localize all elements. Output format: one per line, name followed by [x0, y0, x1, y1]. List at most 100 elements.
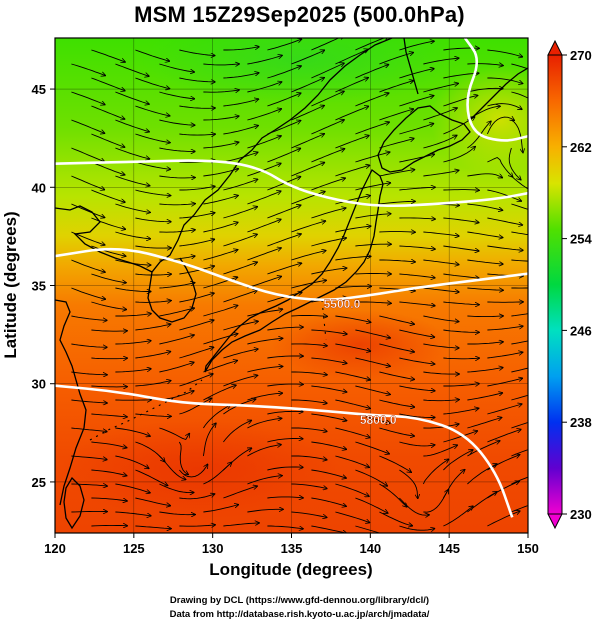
streamline-103: [467, 173, 502, 178]
streamline-117: [159, 204, 195, 205]
streamline-43: [135, 105, 170, 116]
streamline-267: [291, 399, 327, 403]
streamline-292: [467, 417, 501, 429]
streamline-261: [487, 378, 522, 387]
streamline-122: [379, 201, 415, 205]
streamline-141: [291, 221, 325, 233]
streamline-248: [379, 371, 414, 379]
streamline-10: [71, 63, 105, 76]
streamline-270: [423, 400, 459, 401]
streamline-282: [487, 404, 522, 415]
streamline-196: [399, 301, 435, 306]
streamline-39: [423, 83, 458, 93]
streamline-212: [179, 320, 214, 331]
streamline-130: [267, 205, 301, 219]
streamline-24: [223, 73, 259, 79]
streamline-321: [355, 469, 387, 486]
streamline-151: [267, 234, 301, 247]
streamline-235: [267, 356, 303, 358]
streamline-357: [91, 525, 127, 526]
streamline-252: [91, 386, 127, 387]
streamline-215: [311, 329, 347, 334]
streamline-309: [291, 455, 327, 460]
streamline-16: [335, 49, 368, 65]
streamline-14: [247, 55, 282, 65]
streamline-68: [311, 120, 344, 135]
streamline-44: [179, 106, 215, 108]
streamline-241: [71, 371, 107, 375]
streamline-214: [267, 327, 303, 331]
streamline-5: [311, 38, 344, 51]
streamline-90: [355, 152, 390, 163]
colorbar-tick-label: 238: [570, 415, 592, 430]
coastlines: [55, 38, 528, 530]
streamline-148: [135, 246, 171, 248]
streamline-137: [115, 231, 150, 239]
streamline-74: [115, 147, 149, 159]
streamline-200: [115, 314, 151, 316]
height-contours: 5500.0 5800.0: [55, 38, 528, 518]
streamline-354: [423, 490, 448, 513]
streamline-242: [115, 369, 151, 373]
streamline-287: [247, 418, 282, 429]
streamlines: [71, 38, 528, 533]
streamline-249: [423, 372, 459, 374]
streamline-36: [291, 78, 324, 93]
streamline-353: [379, 511, 412, 526]
streamline-18: [423, 58, 459, 65]
streamline-142: [335, 226, 371, 233]
streamline-201: [159, 308, 194, 317]
streamline-27: [355, 65, 388, 79]
colorbar-gradient: [547, 54, 563, 515]
streamline-346: [71, 511, 107, 512]
streamline-72: [486, 117, 514, 135]
height-contour-1: [55, 247, 528, 302]
streamline-56: [247, 109, 281, 121]
streamline-53: [115, 119, 149, 132]
streamline-333: [422, 459, 448, 485]
streamline-308: [247, 445, 281, 457]
streamline-112: [399, 187, 435, 191]
streamline-208: [467, 316, 503, 317]
streamline-46: [267, 93, 301, 107]
streamline-255: [223, 375, 257, 387]
streamline-3: [223, 47, 259, 51]
streamline-338: [179, 494, 214, 500]
coast-korea: [147, 257, 197, 323]
streamline-227: [379, 343, 414, 352]
streamline-153: [355, 244, 391, 246]
streamline-121: [335, 196, 370, 205]
streamline-350: [247, 509, 283, 513]
streamline-275: [179, 398, 211, 415]
streamline-192: [223, 290, 257, 303]
streamline-51: [487, 103, 522, 110]
colorbar: 230 238 246 254 262 270: [547, 39, 592, 530]
streamline-273: [91, 413, 127, 417]
y-tick-label: 35: [32, 279, 46, 294]
streamline-88: [267, 148, 300, 163]
contour-label-1: 5800.0: [360, 413, 397, 427]
streamline-303: [487, 429, 521, 443]
streamline-181: [203, 277, 237, 289]
streamline-269: [379, 399, 414, 407]
streamline-35: [247, 82, 282, 93]
streamline-203: [247, 309, 282, 317]
streamline-140: [247, 219, 281, 233]
streamline-253: [135, 381, 171, 387]
streamline-320: [311, 469, 346, 478]
coast-hokkaido: [377, 105, 471, 173]
streamline-280: [399, 413, 435, 418]
streamline-358: [135, 525, 171, 529]
streamline-220: [71, 343, 107, 347]
colorbar-tick-label: 270: [570, 48, 592, 63]
streamline-228: [423, 343, 459, 348]
streamline-204: [291, 316, 327, 317]
streamline-272: [511, 394, 528, 401]
streamline-224: [247, 338, 283, 345]
streamline-304: [71, 455, 107, 460]
streamline-104: [511, 175, 528, 190]
contour-label-0: 5500.0: [324, 297, 361, 311]
streamline-251: [511, 367, 528, 373]
streamline-95: [115, 175, 150, 186]
streamline-179: [115, 287, 151, 292]
